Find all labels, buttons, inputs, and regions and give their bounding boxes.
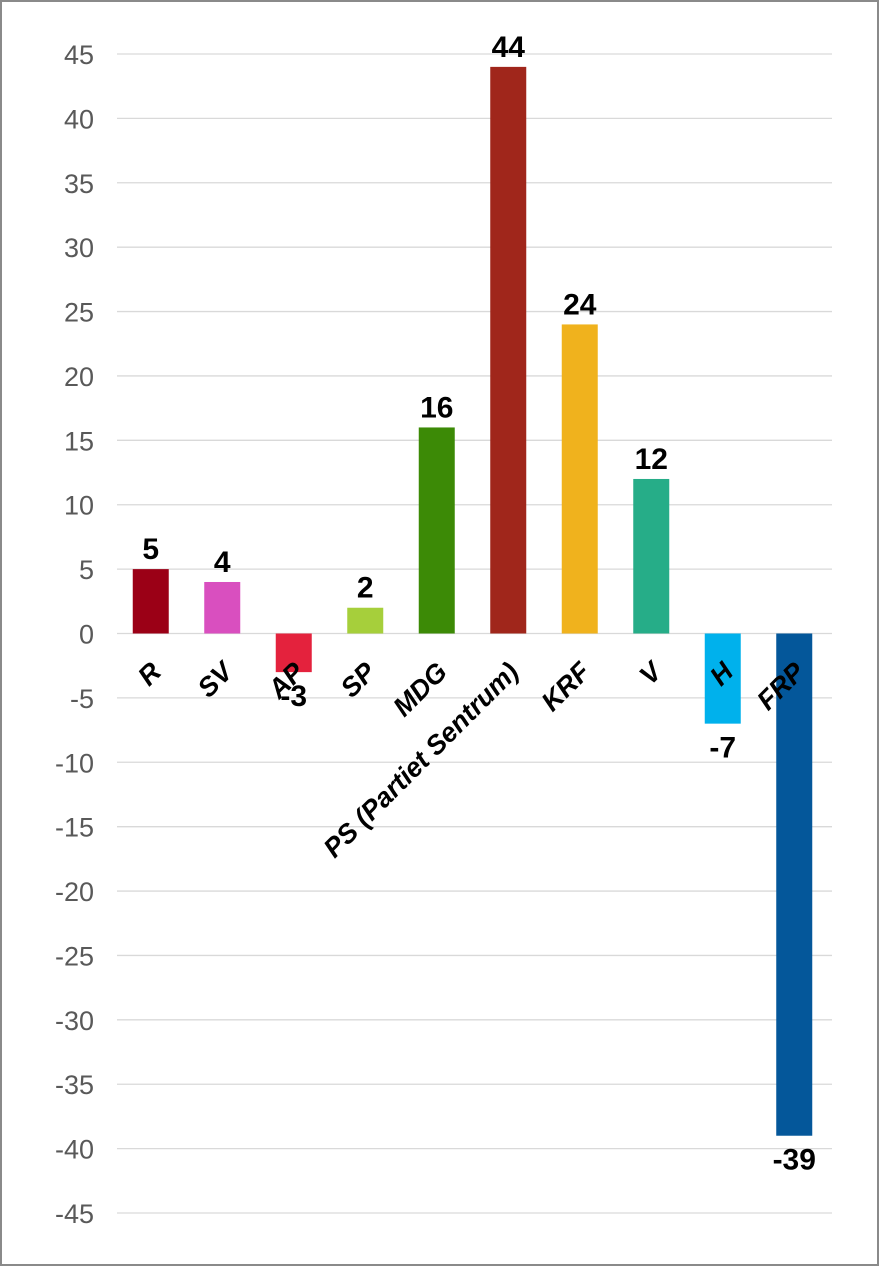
data-label: 4 [214, 546, 231, 579]
category-label: R [132, 656, 167, 691]
y-tick-label: -40 [55, 1135, 94, 1165]
data-label: 2 [357, 572, 374, 605]
data-label: 44 [492, 31, 526, 64]
y-tick-label: -5 [70, 684, 94, 714]
category-label: V [634, 655, 669, 690]
bars [132, 66, 813, 1136]
y-tick-label: 40 [64, 104, 94, 134]
y-tick-label: -25 [55, 941, 94, 971]
y-tick-label: 35 [64, 169, 94, 199]
bar-h [704, 633, 741, 724]
y-tick-label: -10 [55, 748, 94, 778]
y-tick-label: -20 [55, 877, 94, 907]
bar-krf [561, 324, 598, 634]
y-tick-label: 10 [64, 491, 94, 521]
y-tick-label: 20 [64, 362, 94, 392]
y-tick-label: -45 [55, 1199, 94, 1229]
y-tick-label: 5 [79, 555, 94, 585]
bar-frp [776, 633, 813, 1136]
y-tick-label: 25 [64, 298, 94, 328]
category-label: SP [335, 656, 382, 703]
data-label: -3 [280, 680, 307, 713]
gridlines [117, 53, 832, 1214]
data-label: 24 [563, 288, 597, 321]
data-label: 5 [142, 533, 159, 566]
data-label: 16 [420, 391, 453, 424]
bar-sp [347, 607, 384, 634]
data-label: -39 [773, 1144, 816, 1177]
bar-ps [490, 66, 527, 634]
data-label: -7 [709, 732, 736, 765]
bar-mdg [418, 427, 455, 634]
bar-sv [204, 581, 241, 634]
y-tick-label: 45 [64, 40, 94, 70]
data-labels: 5 4 -3 2 16 44 24 12 -7 -39 [142, 31, 816, 1177]
y-tick-label: -30 [55, 1006, 94, 1036]
bar-ap [275, 633, 312, 673]
y-axis-ticks: 45 40 35 30 25 20 15 10 5 0 -5 -10 -15 -20 -25 -30 -35 -4… [55, 40, 94, 1229]
y-tick-label: 15 [64, 426, 94, 456]
category-label: MDG [387, 657, 453, 723]
y-tick-label: -15 [55, 813, 94, 843]
y-tick-label: 30 [64, 233, 94, 263]
y-tick-label: -35 [55, 1070, 94, 1100]
bar-v [633, 478, 670, 634]
data-label: 12 [635, 443, 668, 476]
y-tick-label: 0 [79, 620, 94, 650]
category-label: KRF [536, 655, 598, 717]
category-label: SV [192, 655, 240, 703]
bar-r [132, 569, 169, 634]
